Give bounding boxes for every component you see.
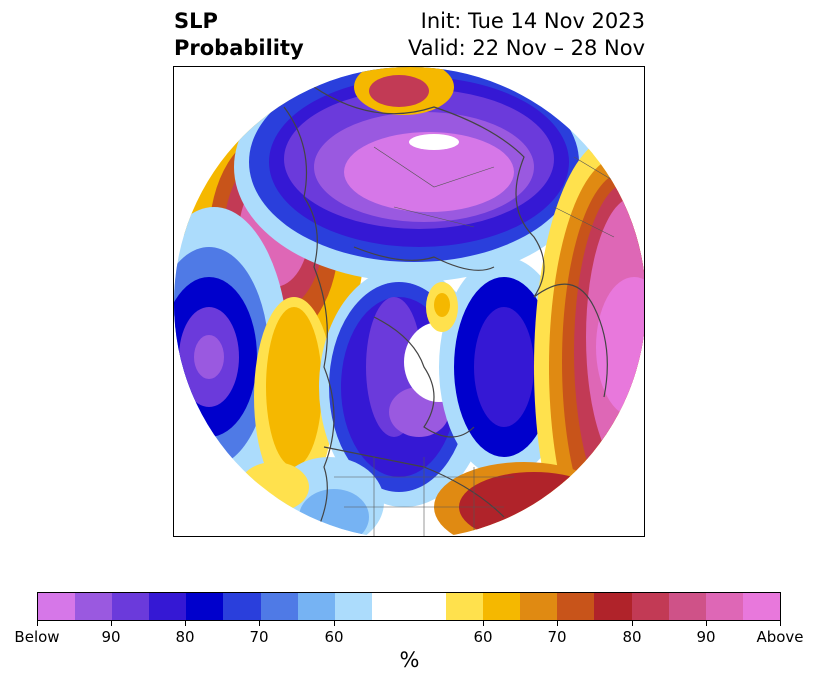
title-product: Probability [174, 36, 304, 60]
colorbar-segment [705, 593, 743, 620]
colorbar-tick-label: Above [756, 628, 804, 646]
colorbar-segment [149, 593, 187, 620]
colorbar-tick-label: 90 [101, 628, 121, 646]
colorbar-segment [223, 593, 261, 620]
colorbar-segment [668, 593, 706, 620]
colorbar-unit-label: % [399, 648, 420, 672]
colorbar-segment [334, 593, 372, 620]
colorbar-segment [38, 593, 76, 620]
region-above-siberia [354, 67, 454, 115]
colorbar-tickmark [111, 621, 112, 626]
colorbar-tick-label: 80 [622, 628, 642, 646]
colorbar-segment [446, 593, 484, 620]
valid-range: Valid: 22 Nov – 28 Nov [408, 36, 645, 60]
chart-dates: Init: Tue 14 Nov 2023 Valid: 22 Nov – 28… [408, 8, 645, 62]
region-below-eurasia [234, 67, 594, 282]
colorbar-segment [297, 593, 335, 620]
colorbar-tickmark [557, 621, 558, 626]
region-above-gulf-alaska [254, 297, 334, 497]
colorbar-tickmark [706, 621, 707, 626]
colorbar-tick-label: 70 [249, 628, 269, 646]
polar-map [173, 66, 645, 537]
colorbar [37, 592, 781, 621]
region-above-pacific-coast [239, 462, 309, 512]
probability-map-svg [174, 67, 644, 536]
colorbar-tick-label: 80 [175, 628, 195, 646]
colorbar-tickmark [483, 621, 484, 626]
colorbar-tickmark [632, 621, 633, 626]
colorbar-segment [594, 593, 632, 620]
chart-title: SLP Probability [174, 8, 304, 62]
colorbar-segment [112, 593, 150, 620]
colorbar-tickmark [37, 621, 38, 626]
colorbar-tickmark [780, 621, 781, 626]
colorbar-segment [483, 593, 521, 620]
colorbar-segment [186, 593, 224, 620]
colorbar-segment [631, 593, 669, 620]
colorbar-tickmark [259, 621, 260, 626]
colorbar-tick-label: 60 [324, 628, 344, 646]
colorbar-tick-label: Below [14, 628, 60, 646]
country-borders [334, 86, 644, 536]
colorbar-segment [520, 593, 558, 620]
colorbar-segment [557, 593, 595, 620]
colorbar-segment [260, 593, 298, 620]
colorbar-segment [75, 593, 113, 620]
colorbar-tickmark [334, 621, 335, 626]
colorbar-tick-label: 70 [547, 628, 567, 646]
colorbar-tickmark [185, 621, 186, 626]
colorbar-tick-label: 90 [696, 628, 716, 646]
init-date: Init: Tue 14 Nov 2023 [420, 9, 645, 33]
colorbar-segment [742, 593, 780, 620]
region-above-greenland-small [426, 282, 458, 332]
colorbar-tick-label: 60 [473, 628, 493, 646]
title-variable: SLP [174, 9, 218, 33]
colorbar-segment [371, 593, 447, 620]
